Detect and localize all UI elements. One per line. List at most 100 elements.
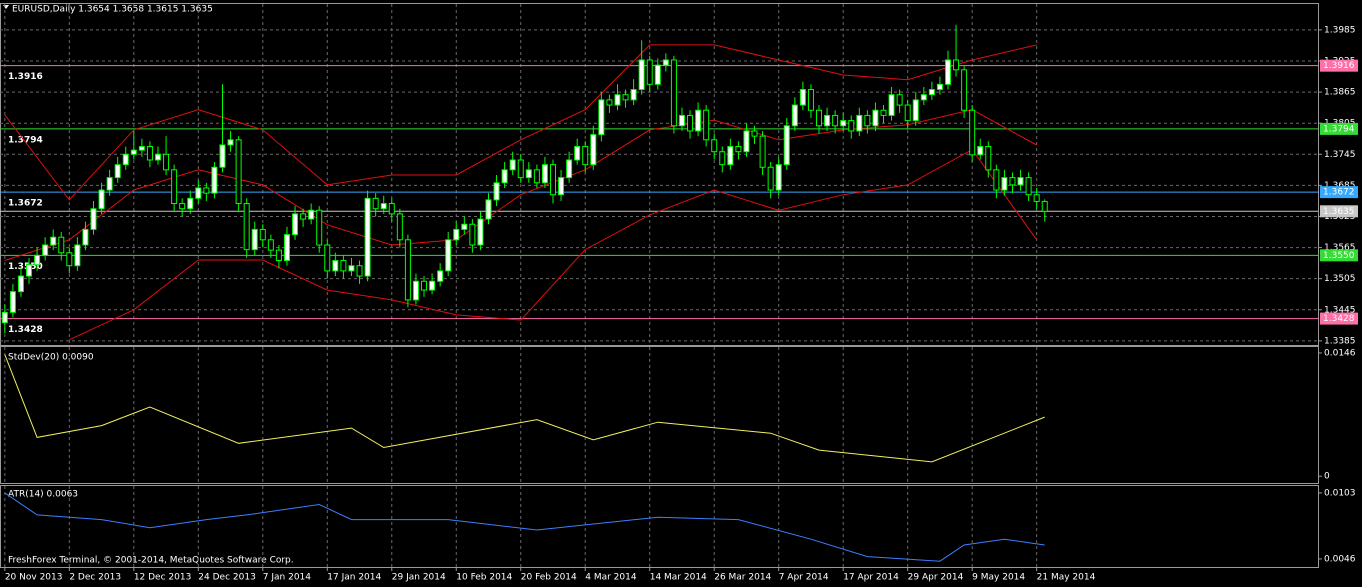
candle-body xyxy=(695,109,702,132)
candle-body xyxy=(283,234,290,262)
candle-body xyxy=(1025,177,1032,196)
candle-body xyxy=(541,164,548,184)
candle-body xyxy=(646,59,653,85)
candle-body xyxy=(388,203,395,215)
y-tick-label: 0 xyxy=(1324,472,1330,482)
candle-body xyxy=(840,120,847,127)
candle-body xyxy=(662,59,669,66)
candle-body xyxy=(582,146,589,166)
level-box-label: 1.3550 xyxy=(1323,251,1355,261)
candle-body xyxy=(429,280,436,291)
level-label: 1.3672 xyxy=(8,199,43,209)
y-tick-label: 1.3865 xyxy=(1324,88,1356,98)
candle-body xyxy=(154,153,161,161)
candle-body xyxy=(348,265,355,272)
candle-body xyxy=(364,197,371,277)
candle-body xyxy=(203,187,210,194)
candle-body xyxy=(687,114,694,132)
candle-body xyxy=(316,209,323,246)
candle-body xyxy=(783,125,790,166)
candle-body xyxy=(574,146,581,161)
x-tick-label: 2 Dec 2013 xyxy=(69,573,121,583)
candle-body xyxy=(944,59,951,85)
candle-body xyxy=(300,213,307,220)
y-tick-label: 1.3505 xyxy=(1324,274,1356,284)
x-tick-label: 7 Apr 2014 xyxy=(779,573,829,583)
candle-body xyxy=(219,144,226,168)
candle-body xyxy=(1009,177,1016,186)
candle-body xyxy=(727,146,734,166)
x-tick-label: 4 Mar 2014 xyxy=(585,573,637,583)
candle-body xyxy=(936,83,943,91)
candle-body xyxy=(590,134,597,166)
atr-frame xyxy=(0,485,1319,568)
candle-body xyxy=(558,177,565,196)
level-box xyxy=(1320,186,1358,199)
candle-body xyxy=(824,114,831,127)
x-tick-label: 17 Jan 2014 xyxy=(327,573,381,583)
level-box-label: 1.3672 xyxy=(1323,188,1355,198)
candle-body xyxy=(678,114,685,127)
y-tick-label: 1.3565 xyxy=(1324,243,1356,253)
candle-body xyxy=(1041,200,1048,212)
candle-body xyxy=(243,203,250,251)
candle-body xyxy=(751,130,758,137)
level-box xyxy=(1320,312,1358,325)
candle-body xyxy=(66,252,73,267)
level-box xyxy=(1320,122,1358,135)
candle-body xyxy=(211,166,218,194)
candle-body xyxy=(977,146,984,156)
candle-body xyxy=(832,114,839,127)
candle-body xyxy=(743,130,750,153)
candle-body xyxy=(493,182,500,201)
candle-body xyxy=(469,223,476,246)
candle-body xyxy=(912,99,919,122)
candle-body xyxy=(122,153,129,166)
candle-body xyxy=(421,280,428,291)
candle-body xyxy=(759,135,766,168)
candle-body xyxy=(606,99,613,106)
stddev-title: StdDev(20) 0.0090 xyxy=(8,353,94,363)
indicator-line xyxy=(4,492,1045,562)
level-box-label: 1.3794 xyxy=(1323,124,1355,134)
candle-body xyxy=(58,236,65,254)
candle-body xyxy=(17,275,24,293)
candle-body xyxy=(525,169,532,179)
candle-body xyxy=(477,218,484,246)
candle-body xyxy=(396,213,403,241)
candle-body xyxy=(332,260,339,272)
x-tick-label: 24 Dec 2013 xyxy=(198,573,256,583)
candle-body xyxy=(598,99,605,136)
x-tick-label: 9 May 2014 xyxy=(972,573,1025,583)
x-tick-label: 17 Apr 2014 xyxy=(843,573,899,583)
level-box-label: 1.3916 xyxy=(1323,61,1355,71)
candle-body xyxy=(501,169,508,184)
candle-body xyxy=(719,151,726,166)
x-tick-label: 12 Dec 2013 xyxy=(134,573,192,583)
candle-body xyxy=(654,64,661,85)
y-tick-label: 1.3985 xyxy=(1324,25,1356,35)
candle-body xyxy=(816,109,823,127)
candle-body xyxy=(864,114,871,127)
candle-body xyxy=(872,109,879,127)
candle-body xyxy=(251,228,258,251)
level-label: 1.3550 xyxy=(8,262,43,272)
candle-body xyxy=(98,189,105,210)
candle-body xyxy=(404,239,411,301)
level-label: 1.3428 xyxy=(8,325,43,335)
candle-body xyxy=(985,146,992,171)
candle-body xyxy=(799,89,806,106)
candle-body xyxy=(622,94,629,101)
candle-body xyxy=(235,139,242,205)
candle-body xyxy=(638,59,645,91)
candle-body xyxy=(920,94,927,101)
candle-body xyxy=(163,153,170,171)
candle-body xyxy=(138,146,145,151)
candle-body xyxy=(292,213,299,236)
candle-body xyxy=(445,239,452,272)
candle-body xyxy=(928,89,935,96)
x-tick-label: 7 Jan 2014 xyxy=(263,573,311,583)
candle-body xyxy=(437,270,444,282)
